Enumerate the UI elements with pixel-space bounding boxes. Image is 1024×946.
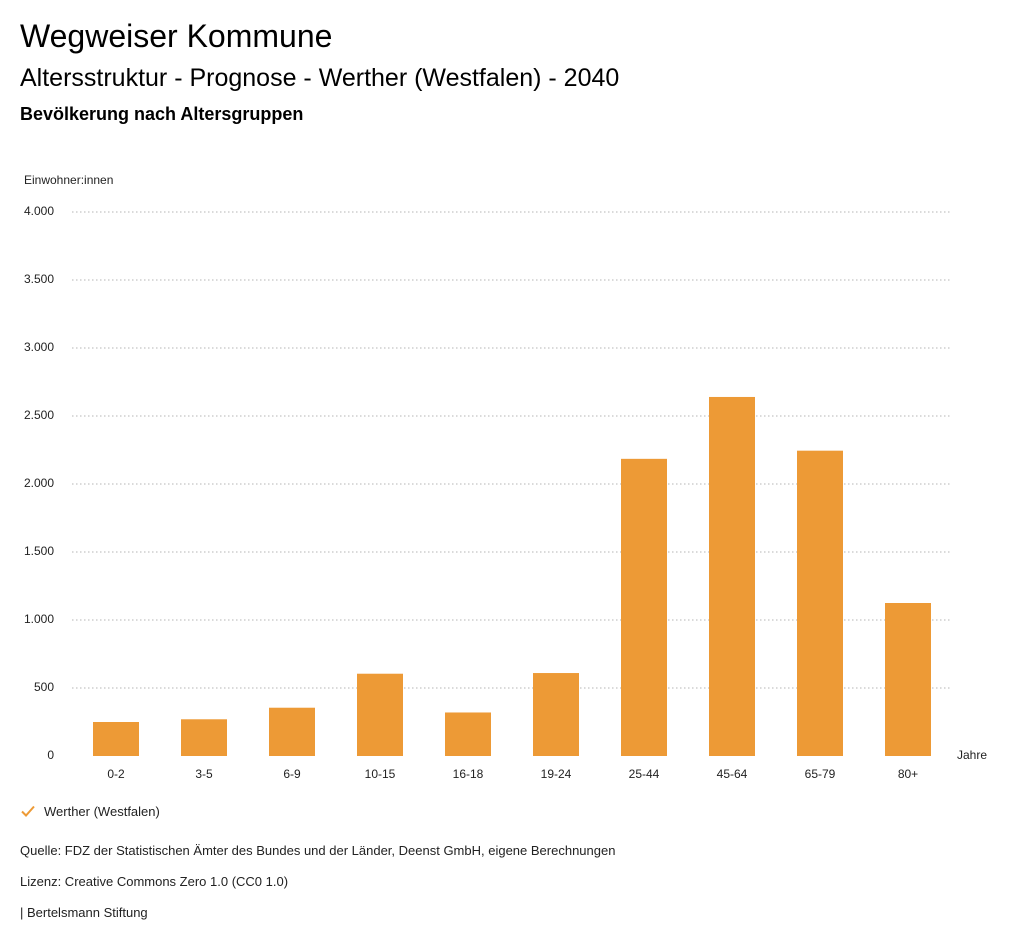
legend-label: Werther (Westfalen) (44, 803, 160, 819)
y-tick-label: 3.000 (24, 340, 54, 354)
bar-16-18[interactable] (445, 712, 491, 756)
y-tick-label: 1.000 (24, 612, 54, 626)
y-tick-label: 500 (34, 680, 54, 694)
page-title: Wegweiser Kommune (20, 18, 333, 54)
bar-3-5[interactable] (181, 719, 227, 756)
bar-19-24[interactable] (533, 673, 579, 756)
x-axis-ticks: 0-2 3-5 6-9 10-15 16-18 19-24 25-44 45-64 65-79 8… (107, 767, 918, 781)
bar-65-79[interactable] (797, 450, 843, 756)
checkmark-icon (21, 805, 35, 817)
bar-chart: Einwohner:innen Jahre 0 500 1.000 1.500 2.00… (24, 173, 987, 781)
x-axis-title: Jahre (957, 748, 987, 762)
bar-45-64[interactable] (709, 396, 755, 756)
x-tick-label: 0-2 (107, 767, 125, 781)
chart-title: Bevölkerung nach Altersgruppen (20, 104, 304, 124)
x-tick-label: 3-5 (195, 767, 213, 781)
bar-80+[interactable] (885, 603, 931, 756)
bar-6-9[interactable] (269, 707, 315, 756)
bars (93, 396, 931, 756)
y-axis-title: Einwohner:innen (24, 173, 113, 187)
x-tick-label: 10-15 (365, 767, 396, 781)
x-tick-label: 25-44 (629, 767, 660, 781)
y-tick-label: 1.500 (24, 544, 54, 558)
license-note: Lizenz: Creative Commons Zero 1.0 (CC0 1… (20, 874, 289, 889)
y-tick-label: 2.500 (24, 408, 54, 422)
y-tick-label: 0 (47, 748, 54, 762)
page-subtitle: Altersstruktur - Prognose - Werther (Wes… (20, 64, 620, 92)
x-tick-label: 19-24 (541, 767, 572, 781)
bar-25-44[interactable] (621, 458, 667, 756)
x-tick-label: 6-9 (283, 767, 301, 781)
bar-0-2[interactable] (93, 722, 139, 756)
source-note: Quelle: FDZ der Statistischen Ämter des … (20, 843, 616, 858)
x-tick-label: 65-79 (805, 767, 836, 781)
publisher-note: | Bertelsmann Stiftung (20, 905, 148, 920)
y-axis-ticks: 0 500 1.000 1.500 2.000 2.500 3.000 3.500 4.000 (24, 204, 54, 762)
bar-10-15[interactable] (357, 673, 403, 756)
x-tick-label: 16-18 (453, 767, 484, 781)
y-tick-label: 3.500 (24, 272, 54, 286)
y-tick-label: 4.000 (24, 204, 54, 218)
x-tick-label: 45-64 (717, 767, 748, 781)
y-tick-label: 2.000 (24, 476, 54, 490)
legend-item-werther[interactable]: Werther (Westfalen) (20, 803, 160, 819)
x-tick-label: 80+ (898, 767, 918, 781)
